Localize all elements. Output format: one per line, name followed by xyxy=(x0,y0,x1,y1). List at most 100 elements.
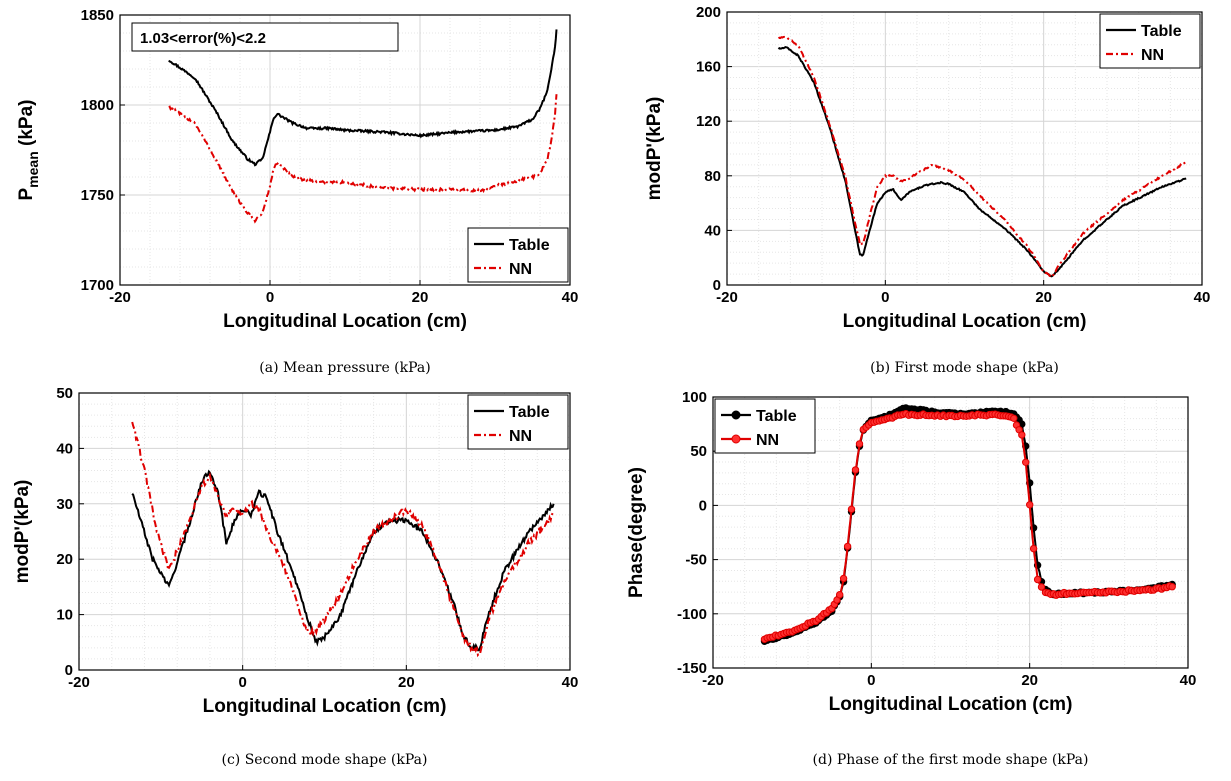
x-tick-label: 0 xyxy=(867,672,875,689)
y-tick-label: 100 xyxy=(682,389,707,406)
figure-caption: (d) Phase of the first mode shape (kPa) xyxy=(813,752,1089,768)
x-tick-label: 0 xyxy=(881,289,889,306)
error-annotation: 1.03<error(%)<2.2 xyxy=(131,22,399,52)
x-tick-label: 20 xyxy=(398,674,415,691)
legend: Table NN xyxy=(714,398,816,454)
y-tick-label: 200 xyxy=(696,4,721,21)
x-axis-label: Longitudinal Location (cm) xyxy=(843,311,1087,332)
x-tick-label: 20 xyxy=(412,289,429,306)
y-tick-label: 0 xyxy=(713,277,721,294)
y-tick-label: 0 xyxy=(699,497,707,514)
axes-box xyxy=(726,11,1203,286)
data-point xyxy=(847,505,856,513)
series-table xyxy=(168,29,558,167)
y-tick-label: 50 xyxy=(56,385,73,402)
x-axis-label: Longitudinal Location (cm) xyxy=(203,696,447,717)
legend-box xyxy=(1099,13,1201,69)
legend-marker xyxy=(731,434,741,444)
y-tick-label: 40 xyxy=(56,440,73,457)
y-tick-label: 20 xyxy=(56,551,73,568)
x-tick-label: -20 xyxy=(109,289,131,306)
x-axis-label: Longitudinal Location (cm) xyxy=(223,311,467,332)
y-tick-label: 160 xyxy=(696,59,721,76)
series-nn xyxy=(760,410,1176,643)
legend-label: NN xyxy=(509,428,532,445)
data-point xyxy=(1010,414,1018,422)
y-tick-label: 1750 xyxy=(81,187,114,204)
y-axis-label: modP'(kPa) xyxy=(12,480,33,584)
figure-caption: (a) Mean pressure (kPa) xyxy=(259,360,430,376)
y-tick-label: -100 xyxy=(677,606,707,623)
y-tick-label: 40 xyxy=(704,222,721,239)
legend-label: Table xyxy=(509,404,550,421)
axes-box xyxy=(712,396,1189,669)
data-point xyxy=(1037,583,1046,591)
axes-box xyxy=(78,392,571,671)
x-tick-label: 40 xyxy=(562,289,579,306)
data-point xyxy=(1033,575,1042,584)
x-tick-label: 0 xyxy=(266,289,274,306)
legend-label: NN xyxy=(756,432,779,449)
legend-box xyxy=(714,398,816,454)
x-axis-label: Longitudinal Location (cm) xyxy=(829,694,1073,715)
data-point xyxy=(851,466,860,474)
series-table xyxy=(131,469,555,652)
series-line xyxy=(131,469,555,652)
y-tick-label: 1850 xyxy=(81,7,114,24)
annotation-box xyxy=(131,22,399,52)
y-axis-label: Phase(degree) xyxy=(626,467,647,598)
x-tick-label: 40 xyxy=(562,674,579,691)
legend-label: Table xyxy=(509,237,550,254)
legend-label: Table xyxy=(1141,23,1182,40)
legend-label: NN xyxy=(509,261,532,278)
x-tick-label: 20 xyxy=(1021,672,1038,689)
y-tick-label: 50 xyxy=(690,443,707,460)
series-line xyxy=(777,35,1187,279)
data-point xyxy=(855,440,864,448)
annotation-text: 1.03<error(%)<2.2 xyxy=(140,30,266,47)
x-tick-label: 40 xyxy=(1194,289,1211,306)
y-tick-label: 1800 xyxy=(81,97,114,114)
y-axis-label: Pmean (kPa) xyxy=(16,99,41,200)
legend: Table NN xyxy=(1099,13,1201,69)
series-line xyxy=(168,94,558,224)
series-line xyxy=(131,421,555,658)
x-tick-label: 20 xyxy=(1035,289,1052,306)
y-tick-label: 0 xyxy=(65,662,73,679)
data-point xyxy=(1029,544,1038,553)
legend: Table NN xyxy=(467,394,569,450)
series-line xyxy=(168,29,558,167)
y-tick-label: 10 xyxy=(56,607,73,624)
y-axis-label: modP'(kPa) xyxy=(644,97,665,201)
data-point xyxy=(1026,501,1034,509)
y-tick-label: 120 xyxy=(696,113,721,130)
legend-marker xyxy=(731,410,741,420)
series-nn xyxy=(131,421,555,658)
data-point xyxy=(1168,583,1176,591)
y-tick-label: -50 xyxy=(685,552,707,569)
figure-caption: (c) Second mode shape (kPa) xyxy=(222,752,428,768)
data-point xyxy=(836,591,844,599)
panel-d-phase-first-mode: -20 0 20 40 -150 -100 -50 0 50 100 Longitudinal Lo… xyxy=(626,389,1196,768)
y-tick-label: -150 xyxy=(677,660,707,677)
x-tick-label: -20 xyxy=(702,672,724,689)
figure-caption: (b) First mode shape (kPa) xyxy=(870,360,1059,376)
data-point xyxy=(843,542,852,551)
x-tick-label: -20 xyxy=(68,674,90,691)
legend-box xyxy=(467,227,569,283)
y-tick-label: 1700 xyxy=(81,277,114,294)
legend-box xyxy=(467,394,569,450)
panel-a-mean-pressure: -20 0 20 40 1700 1750 1800 1850 Longitudinal Loc… xyxy=(16,7,578,376)
x-tick-label: 0 xyxy=(238,674,246,691)
legend-label: Table xyxy=(756,408,797,425)
legend: Table NN xyxy=(467,227,569,283)
legend-label: NN xyxy=(1141,47,1164,64)
series-nn xyxy=(168,94,558,224)
y-tick-label: 30 xyxy=(56,496,73,513)
x-tick-label: 40 xyxy=(1180,672,1197,689)
x-tick-label: -20 xyxy=(716,289,738,306)
data-point xyxy=(839,574,848,583)
axes-box xyxy=(119,14,571,286)
